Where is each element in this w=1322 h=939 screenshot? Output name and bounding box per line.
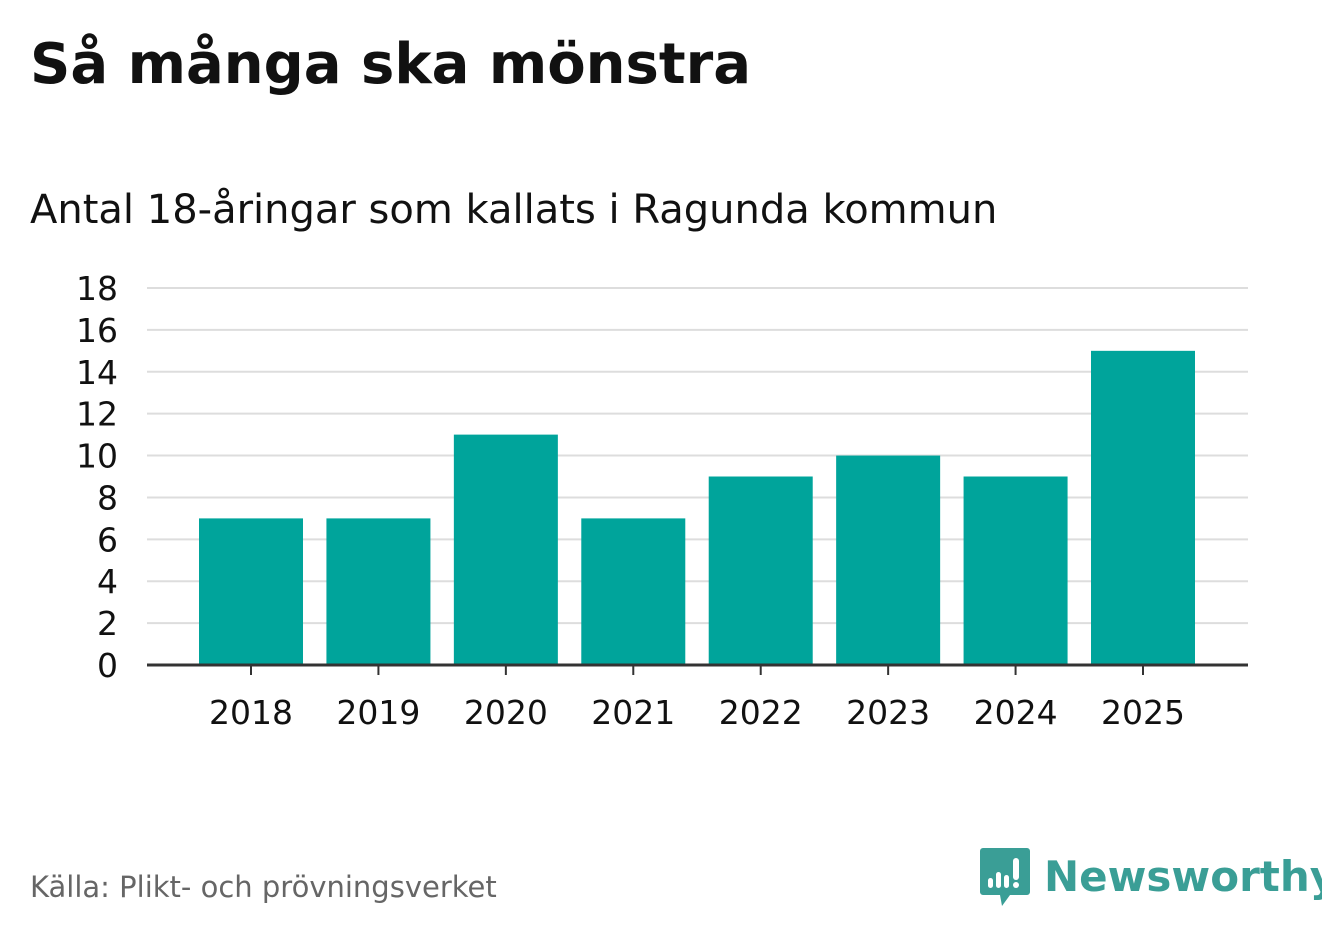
bar — [963, 476, 1068, 665]
x-tick-label: 2022 — [719, 693, 803, 732]
y-tick-label: 0 — [97, 646, 118, 685]
y-tick-label: 14 — [76, 353, 118, 392]
x-tick-label: 2024 — [974, 693, 1058, 732]
newsworthy-logo-icon — [980, 848, 1030, 906]
x-tick-label: 2025 — [1101, 693, 1185, 732]
y-tick-label: 16 — [76, 311, 118, 350]
chart-title: Så många ska mönstra — [30, 32, 752, 97]
bar — [708, 476, 813, 665]
bar — [326, 518, 431, 665]
x-tick-label: 2018 — [209, 693, 293, 732]
y-tick-label: 18 — [76, 269, 118, 308]
bar — [581, 518, 686, 665]
x-tick-label: 2019 — [336, 693, 420, 732]
x-tick-label: 2023 — [846, 693, 930, 732]
bar — [1091, 350, 1195, 665]
bar — [453, 434, 558, 665]
bar — [199, 518, 303, 665]
x-tick-label: 2021 — [591, 693, 675, 732]
brand-name: Newsworthy — [1044, 852, 1322, 901]
y-tick-label: 10 — [76, 437, 118, 476]
y-tick-label: 6 — [97, 520, 118, 559]
brand-logo: Newsworthy — [980, 848, 1322, 906]
chart-subtitle: Antal 18-åringar som kallats i Ragunda k… — [30, 187, 998, 233]
y-tick-label: 12 — [76, 395, 118, 434]
source-note: Källa: Plikt- och prövningsverket — [30, 870, 497, 904]
y-tick-label: 4 — [97, 562, 118, 601]
bar — [836, 455, 941, 665]
y-tick-label: 2 — [97, 604, 118, 643]
x-tick-label: 2020 — [464, 693, 548, 732]
y-tick-label: 8 — [97, 478, 118, 517]
